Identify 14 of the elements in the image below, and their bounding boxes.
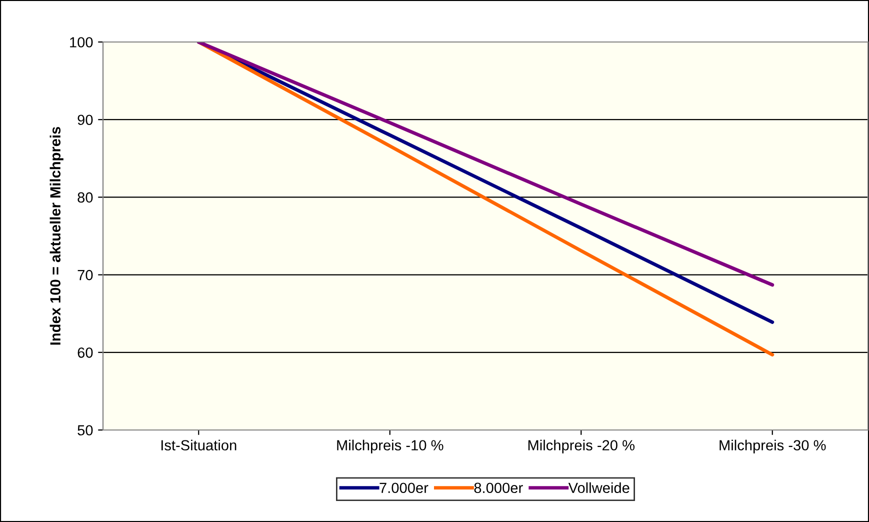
x-tick-label: Milchpreis -20 % — [528, 440, 634, 454]
legend-label: Vollweide — [568, 482, 630, 494]
y-tick-label: 70 — [78, 270, 93, 280]
y-axis-title: Index 100 = aktueller Milchpreis — [50, 126, 64, 345]
x-tick-label: Milchpreis -10 % — [337, 440, 444, 454]
legend-label: 7.000er — [380, 482, 428, 494]
legend-label: 8.000er — [474, 482, 523, 494]
y-tick-label: 60 — [78, 348, 93, 358]
y-tick-label: 50 — [78, 425, 93, 436]
y-tick-label: 90 — [78, 114, 93, 126]
x-tick-label: Ist-Situation — [161, 440, 236, 450]
y-tick-label: 100 — [70, 37, 93, 48]
y-tick-label: 80 — [78, 192, 93, 203]
x-tick-label: Milchpreis -30 % — [720, 440, 826, 454]
